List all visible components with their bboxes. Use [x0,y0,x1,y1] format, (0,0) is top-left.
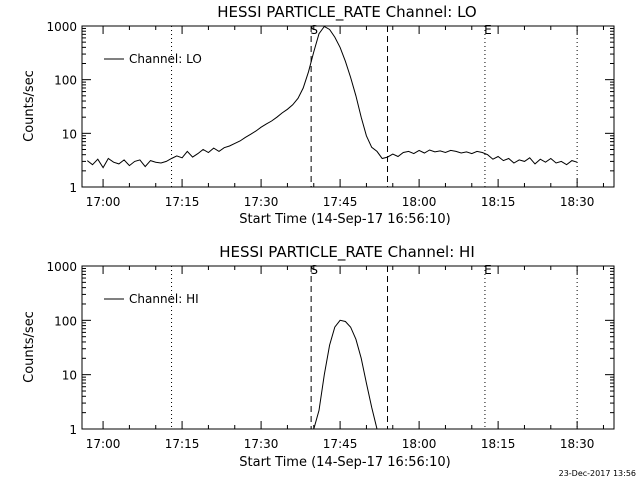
x-tick-label: 18:30 [560,195,595,209]
y-tick-label: 1000 [46,260,77,274]
y-tick-label: 1000 [46,20,77,34]
x-tick-label: 17:45 [323,437,358,451]
chart-panel-lo: HESSI PARTICLE_RATE Channel: LO Counts/s… [22,3,615,227]
y-tick-label: 1 [69,423,77,437]
x-tick-label: 17:30 [244,437,279,451]
y-tick-label: 10 [62,369,77,383]
series-line-hi [313,319,378,430]
x-tick-label: 18:15 [481,437,516,451]
x-tick-label: 17:30 [244,195,279,209]
x-tick-label: 17:00 [86,437,121,451]
event-marker-label: S [310,263,318,277]
event-marker-label: E [484,23,492,37]
series-line-lo [86,25,578,169]
axis-ticks: 17:00 17:15 17:30 17:45 18:00 18:15 18:30 1 10 10… [46,260,614,451]
legend: Channel: HI [104,292,199,306]
y-tick-label: 1 [69,181,77,195]
x-tick-label: 18:30 [560,437,595,451]
chart-panel-hi: HESSI PARTICLE_RATE Channel: HI Counts/s… [22,243,615,470]
y-tick-label: 100 [54,314,77,328]
plot-frame [81,25,615,188]
x-tick-label: 18:15 [481,195,516,209]
x-tick-label: 17:15 [165,437,200,451]
plot-frame [81,265,615,430]
chart-title: HESSI PARTICLE_RATE Channel: HI [219,243,475,262]
event-marker-label: S [310,23,318,37]
legend-label: Channel: LO [129,52,202,66]
y-tick-label: 10 [62,127,77,141]
y-axis-label: Counts/sec [22,70,37,142]
x-axis-label: Start Time (14-Sep-17 16:56:10) [239,455,450,470]
x-axis-label: Start Time (14-Sep-17 16:56:10) [239,212,450,227]
y-axis-label: Counts/sec [22,311,37,383]
chart-title: HESSI PARTICLE_RATE Channel: LO [217,3,476,22]
axis-ticks: 17:00 17:15 17:30 17:45 18:00 18:15 18:30 1 10 10… [46,20,614,209]
y-tick-label: 100 [54,74,77,88]
x-tick-label: 17:00 [86,195,121,209]
x-tick-label: 17:45 [323,195,358,209]
x-tick-label: 18:00 [402,437,437,451]
footer-timestamp: 23-Dec-2017 13:56 [559,469,636,478]
legend-label: Channel: HI [129,292,199,306]
legend: Channel: LO [104,52,202,66]
event-marker-label: E [484,263,492,277]
x-tick-label: 17:15 [165,195,200,209]
x-tick-label: 18:00 [402,195,437,209]
